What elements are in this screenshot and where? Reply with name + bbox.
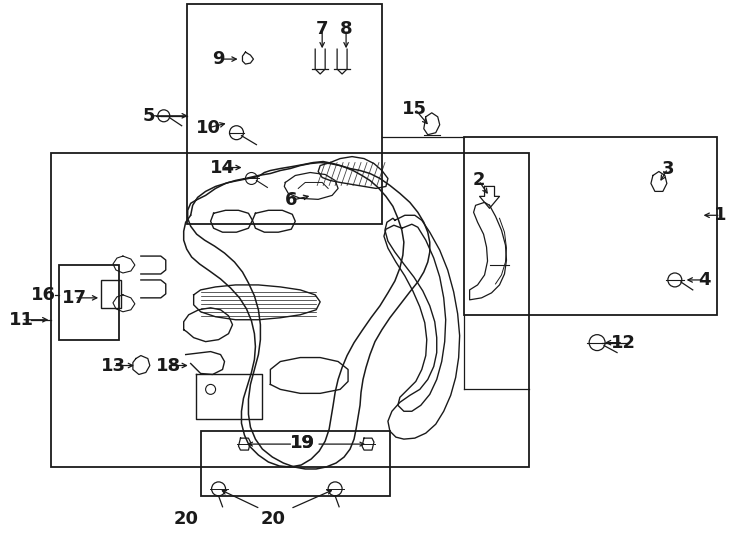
Text: 15: 15	[402, 100, 427, 118]
Text: 19: 19	[290, 434, 315, 452]
Text: 5: 5	[142, 107, 155, 125]
Text: 18: 18	[156, 356, 181, 375]
Text: 16: 16	[31, 286, 56, 304]
Bar	[101, 280, 121, 308]
Text: 4: 4	[699, 271, 711, 289]
Text: 3: 3	[661, 159, 674, 178]
Text: 10: 10	[196, 119, 221, 137]
Text: 9: 9	[212, 50, 225, 68]
Text: 7: 7	[316, 20, 328, 38]
Text: 11: 11	[9, 310, 34, 329]
Text: 19: 19	[290, 434, 315, 452]
Text: 20: 20	[173, 510, 198, 528]
Text: 14: 14	[210, 159, 235, 177]
Text: 20: 20	[261, 510, 286, 528]
Text: 13: 13	[101, 356, 126, 375]
Text: 1: 1	[714, 206, 727, 224]
Text: 6: 6	[285, 191, 297, 210]
Text: 8: 8	[340, 20, 352, 38]
Text: 2: 2	[472, 172, 485, 190]
Text: 12: 12	[611, 334, 636, 352]
Text: 17: 17	[62, 289, 87, 307]
